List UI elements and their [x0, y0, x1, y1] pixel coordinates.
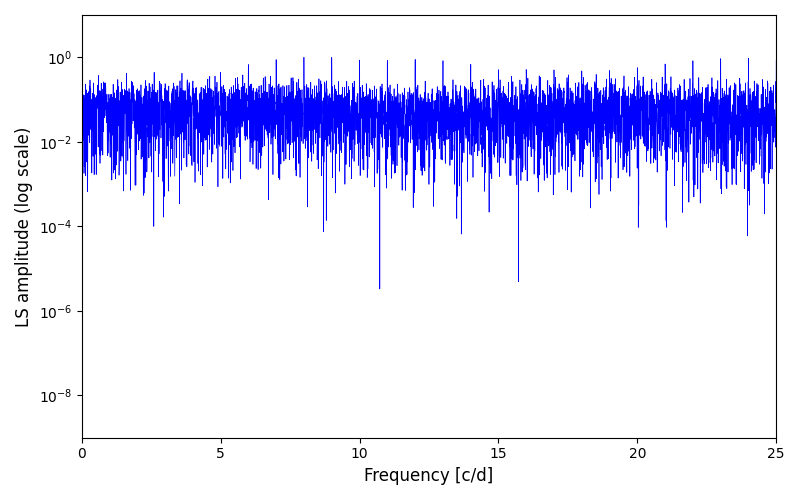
Y-axis label: LS amplitude (log scale): LS amplitude (log scale) [15, 126, 33, 326]
X-axis label: Frequency [c/d]: Frequency [c/d] [364, 467, 494, 485]
